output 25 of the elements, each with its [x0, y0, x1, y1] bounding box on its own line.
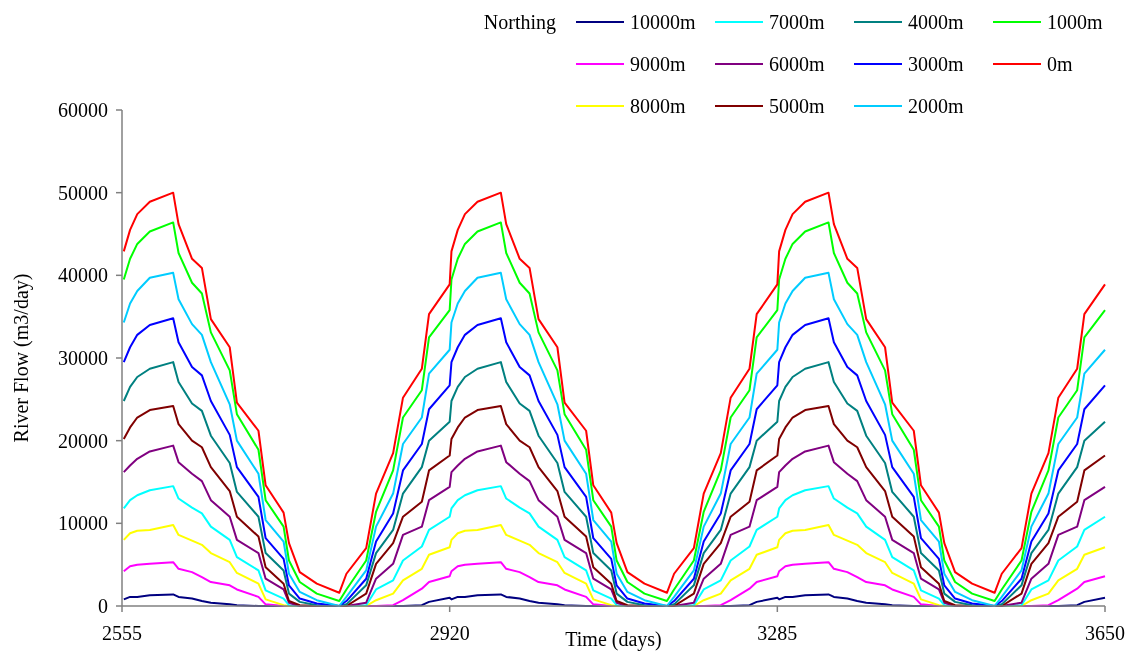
- x-tick-label: 2920: [429, 622, 470, 644]
- legend-label: 5000m: [769, 95, 825, 117]
- legend-label: 1000m: [1047, 11, 1103, 33]
- y-tick-label: 10000: [58, 512, 108, 535]
- y-tick-label: 30000: [58, 347, 108, 369]
- legend-label: 0m: [1047, 53, 1073, 75]
- y-tick-label: 0: [98, 595, 108, 617]
- legend-label: 2000m: [908, 95, 964, 117]
- legend-label: 6000m: [769, 53, 825, 75]
- y-axis-title: River Flow (m3/day): [10, 273, 33, 443]
- legend-label: 8000m: [630, 95, 686, 117]
- legend-title: Northing: [483, 11, 556, 34]
- x-axis-title: Time (days): [565, 628, 662, 651]
- y-tick-label: 50000: [58, 181, 108, 204]
- x-tick-label: 3285: [757, 622, 798, 644]
- legend-label: 9000m: [630, 53, 686, 75]
- legend-label: 7000m: [769, 11, 825, 33]
- legend-label: 4000m: [908, 11, 964, 33]
- legend-label: 3000m: [908, 53, 964, 75]
- x-tick-label: 2555: [102, 622, 142, 644]
- x-tick-label: 3650: [1085, 622, 1125, 644]
- y-tick-label: 20000: [58, 429, 108, 452]
- y-tick-label: 60000: [58, 99, 108, 121]
- y-tick-label: 40000: [58, 264, 108, 287]
- legend-label: 10000m: [630, 11, 696, 33]
